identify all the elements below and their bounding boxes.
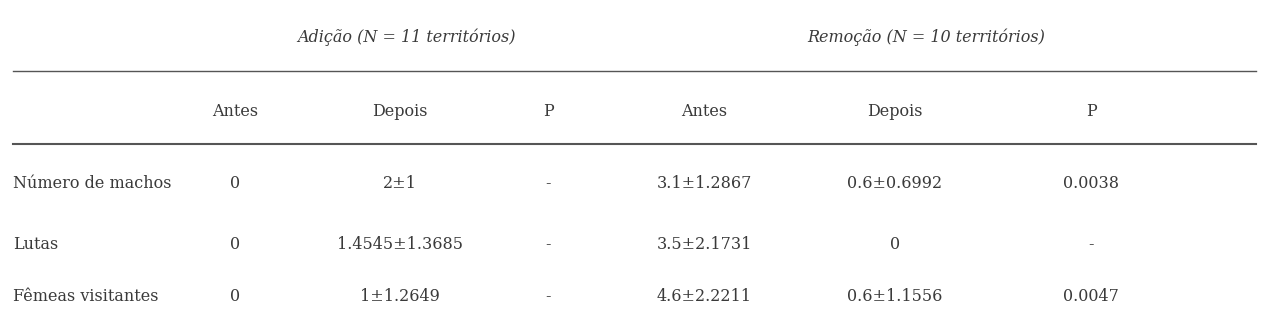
Text: -: - [1089, 236, 1094, 253]
Text: 4.6±2.2211: 4.6±2.2211 [657, 288, 751, 305]
Text: 3.5±2.1731: 3.5±2.1731 [656, 236, 753, 253]
Text: Depois: Depois [867, 103, 923, 120]
Text: 0.0047: 0.0047 [1063, 288, 1119, 305]
Text: 0: 0 [230, 288, 240, 305]
Text: Lutas: Lutas [13, 236, 58, 253]
Text: -: - [546, 236, 551, 253]
Text: 0.6±0.6992: 0.6±0.6992 [848, 175, 942, 192]
Text: 3.1±1.2867: 3.1±1.2867 [656, 175, 753, 192]
Text: 0.0038: 0.0038 [1063, 175, 1119, 192]
Text: Número de machos: Número de machos [13, 175, 171, 192]
Text: Adição (N = 11 territórios): Adição (N = 11 territórios) [297, 29, 515, 46]
Text: Depois: Depois [372, 103, 428, 120]
Text: Fêmeas visitantes: Fêmeas visitantes [13, 288, 159, 305]
Text: 0: 0 [230, 236, 240, 253]
Text: 2±1: 2±1 [383, 175, 416, 192]
Text: P: P [543, 103, 553, 120]
Text: 0.6±1.1556: 0.6±1.1556 [846, 288, 943, 305]
Text: 0: 0 [890, 236, 900, 253]
Text: -: - [546, 288, 551, 305]
Text: 1.4545±1.3685: 1.4545±1.3685 [336, 236, 463, 253]
Text: Antes: Antes [212, 103, 258, 120]
Text: Remoção (N = 10 territórios): Remoção (N = 10 territórios) [807, 29, 1046, 46]
Text: Antes: Antes [681, 103, 727, 120]
Text: 0: 0 [230, 175, 240, 192]
Text: -: - [546, 175, 551, 192]
Text: 1±1.2649: 1±1.2649 [360, 288, 439, 305]
Text: P: P [1086, 103, 1096, 120]
